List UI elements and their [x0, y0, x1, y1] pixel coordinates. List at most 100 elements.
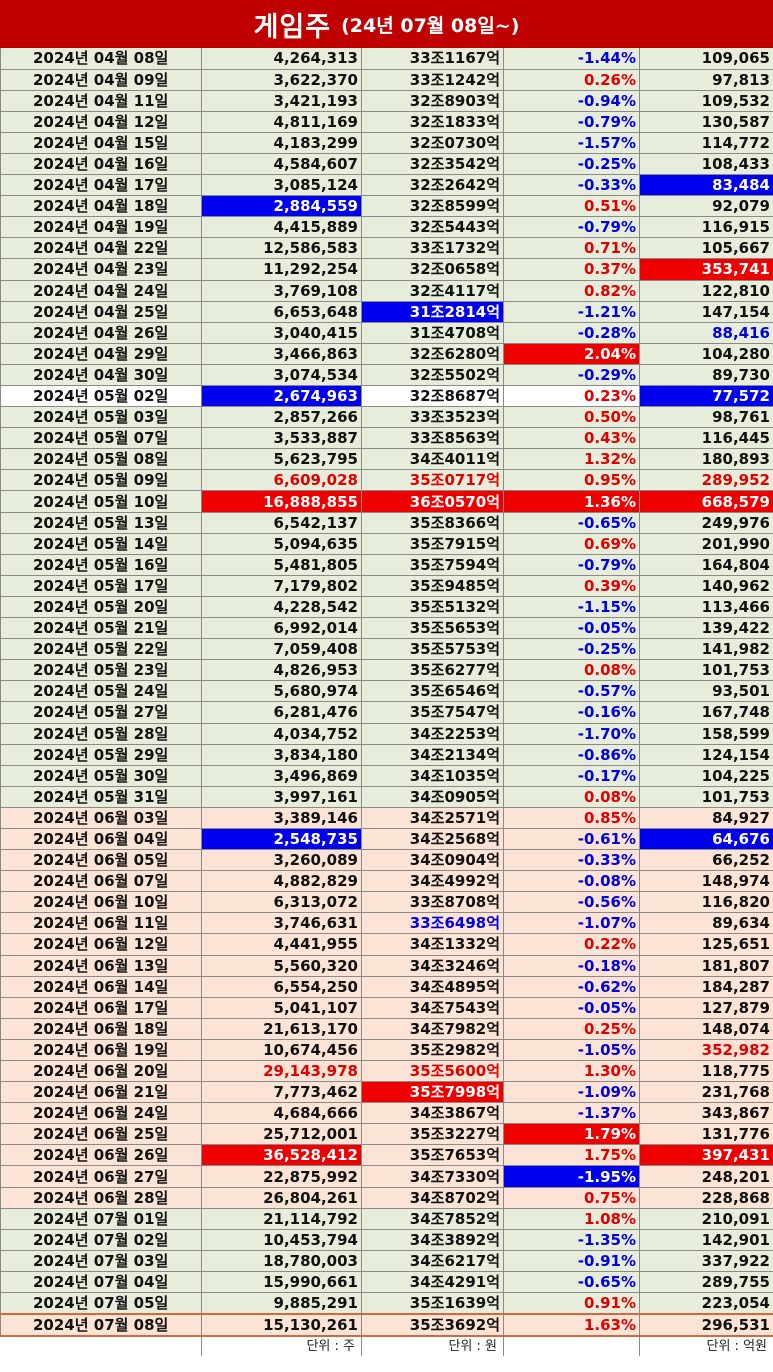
- volume-cell: 2,857,266: [201, 406, 362, 429]
- table-row: 2024년 07월 04일 15,990,661 34조4291억 -0.65% 289…: [0, 1271, 773, 1294]
- market-cap-cell: 32조8903억: [361, 90, 504, 112]
- table-row: 2024년 05월 16일 5,481,805 35조7594억 -0.79% 164,…: [0, 554, 773, 576]
- trade-value-cell: 180,893: [639, 448, 773, 471]
- trade-value-cell: 131,776: [639, 1123, 773, 1146]
- market-cap-cell: 34조3246억: [361, 955, 504, 977]
- table-row: 2024년 06월 10일 6,313,072 33조8708억 -0.56% 116,…: [0, 891, 773, 914]
- volume-cell: 10,674,456: [201, 1039, 362, 1062]
- date-cell: 2024년 04월 29일: [0, 343, 202, 365]
- market-cap-cell: 34조2568억: [361, 828, 504, 851]
- trade-value-cell: 98,761: [639, 406, 773, 429]
- table-row: 2024년 06월 12일 4,441,955 34조1332억 0.22% 125,6…: [0, 933, 773, 956]
- volume-cell: 10,453,794: [201, 1229, 362, 1251]
- trade-value-cell: 397,431: [639, 1144, 773, 1167]
- date-cell: 2024년 06월 20일: [0, 1060, 202, 1083]
- table-row: 2024년 04월 24일 3,769,108 32조4117억 0.82% 122,8…: [0, 280, 773, 302]
- trade-value-cell: 337,922: [639, 1250, 773, 1272]
- date-cell: 2024년 05월 07일: [0, 427, 202, 450]
- trade-value-cell: 140,962: [639, 575, 773, 597]
- market-cap-cell: 32조4117억: [361, 280, 504, 302]
- table-row: 2024년 04월 29일 3,466,863 32조6280억 2.04% 104,2…: [0, 343, 773, 365]
- table-row: 2024년 05월 13일 6,542,137 35조8366억 -0.65% 249,…: [0, 512, 773, 534]
- trade-value-cell: 97,813: [639, 69, 773, 91]
- table-row: 2024년 05월 14일 5,094,635 35조7915억 0.69% 201,9…: [0, 533, 773, 555]
- change-cell: -0.57%: [503, 680, 640, 703]
- date-cell: 2024년 06월 26일: [0, 1144, 202, 1167]
- table-row: 2024년 05월 07일 3,533,887 33조8563억 0.43% 116,4…: [0, 427, 773, 450]
- volume-cell: 3,074,534: [201, 364, 362, 387]
- table-row: 2024년 04월 12일 4,811,169 32조1833억 -0.79% 130,…: [0, 111, 773, 133]
- change-cell: -0.79%: [503, 111, 640, 133]
- trade-value-cell: 142,901: [639, 1229, 773, 1251]
- date-cell: 2024년 05월 20일: [0, 596, 202, 619]
- volume-cell: 7,179,802: [201, 575, 362, 597]
- date-cell: 2024년 07월 01일: [0, 1208, 202, 1230]
- volume-cell: 6,313,072: [201, 891, 362, 914]
- table-row: 2024년 04월 15일 4,183,299 32조0730억 -1.57% 114,…: [0, 132, 773, 154]
- change-cell: -0.61%: [503, 828, 640, 851]
- trade-value-cell: 89,634: [639, 912, 773, 935]
- volume-cell: 4,811,169: [201, 111, 362, 133]
- volume-cell: 11,292,254: [201, 258, 362, 281]
- change-cell: 1.79%: [503, 1123, 640, 1146]
- trade-value-cell: 289,755: [639, 1271, 773, 1294]
- date-cell: 2024년 05월 22일: [0, 638, 202, 661]
- market-cap-cell: 33조1242억: [361, 69, 504, 91]
- table-row: 2024년 07월 05일 9,885,291 35조1639억 0.91% 223,0…: [0, 1292, 773, 1315]
- date-cell: 2024년 05월 16일: [0, 554, 202, 576]
- change-cell: -0.25%: [503, 638, 640, 661]
- volume-cell: 3,421,193: [201, 90, 362, 112]
- table-row: 2024년 05월 24일 5,680,974 35조6546억 -0.57% 93,5…: [0, 680, 773, 703]
- date-cell: 2024년 04월 23일: [0, 258, 202, 281]
- volume-cell: 3,533,887: [201, 427, 362, 450]
- table-row: 2024년 06월 11일 3,746,631 33조6498억 -1.07% 89,6…: [0, 912, 773, 935]
- volume-cell: 3,085,124: [201, 174, 362, 197]
- date-cell: 2024년 04월 17일: [0, 174, 202, 197]
- change-cell: -1.37%: [503, 1102, 640, 1125]
- trade-value-cell: 148,974: [639, 870, 773, 893]
- market-cap-cell: 35조3227억: [361, 1123, 504, 1146]
- change-cell: 1.08%: [503, 1208, 640, 1230]
- volume-cell: 3,746,631: [201, 912, 362, 935]
- market-cap-cell: 33조6498억: [361, 912, 504, 935]
- trade-value-cell: 109,532: [639, 90, 773, 112]
- table-row: 2024년 06월 04일 2,548,735 34조2568억 -0.61% 64,6…: [0, 828, 773, 851]
- table-row: 2024년 04월 25일 6,653,648 31조2814억 -1.21% 147,…: [0, 301, 773, 323]
- volume-cell: 6,609,028: [201, 469, 362, 492]
- table-row: 2024년 05월 08일 5,623,795 34조4011억 1.32% 180,8…: [0, 448, 773, 471]
- page-title: 게임주: [253, 11, 332, 43]
- table-row: 2024년 05월 23일 4,826,953 35조6277억 0.08% 101,7…: [0, 659, 773, 682]
- table-row: 2024년 04월 19일 4,415,889 32조5443억 -0.79% 116,…: [0, 216, 773, 239]
- table-row: 2024년 04월 18일 2,884,559 32조8599억 0.51% 92,07…: [0, 195, 773, 218]
- table-row: 2024년 04월 16일 4,584,607 32조3542억 -0.25% 108,…: [0, 153, 773, 176]
- change-cell: 2.04%: [503, 343, 640, 365]
- change-cell: 0.51%: [503, 195, 640, 218]
- volume-cell: 5,041,107: [201, 997, 362, 1019]
- trade-value-cell: 109,065: [639, 48, 773, 70]
- market-cap-cell: 33조3523억: [361, 406, 504, 429]
- date-cell: 2024년 06월 18일: [0, 1018, 202, 1040]
- trade-value-cell: 104,225: [639, 765, 773, 787]
- trade-value-cell: 64,676: [639, 828, 773, 851]
- trade-value-cell: 147,154: [639, 301, 773, 323]
- change-cell: -0.18%: [503, 955, 640, 977]
- change-cell: -0.91%: [503, 1250, 640, 1272]
- date-cell: 2024년 07월 04일: [0, 1271, 202, 1294]
- volume-cell: 2,884,559: [201, 195, 362, 218]
- date-cell: 2024년 05월 21일: [0, 617, 202, 640]
- market-cap-cell: 34조8702억: [361, 1187, 504, 1209]
- trade-value-cell: 141,982: [639, 638, 773, 661]
- volume-cell: 3,769,108: [201, 280, 362, 302]
- table-row: 2024년 07월 01일 21,114,792 34조7852억 1.08% 210,…: [0, 1208, 773, 1230]
- date-cell: 2024년 06월 24일: [0, 1102, 202, 1125]
- change-cell: 0.82%: [503, 280, 640, 302]
- market-cap-cell: 35조5753억: [361, 638, 504, 661]
- volume-cell: 2,674,963: [201, 385, 362, 408]
- date-cell: 2024년 04월 16일: [0, 153, 202, 176]
- market-cap-cell: 32조3542억: [361, 153, 504, 176]
- trade-value-cell: 668,579: [639, 490, 773, 513]
- volume-cell: 6,281,476: [201, 701, 362, 724]
- title-bar: 게임주 (24년 07월 08일~): [0, 0, 773, 48]
- change-cell: 0.95%: [503, 469, 640, 492]
